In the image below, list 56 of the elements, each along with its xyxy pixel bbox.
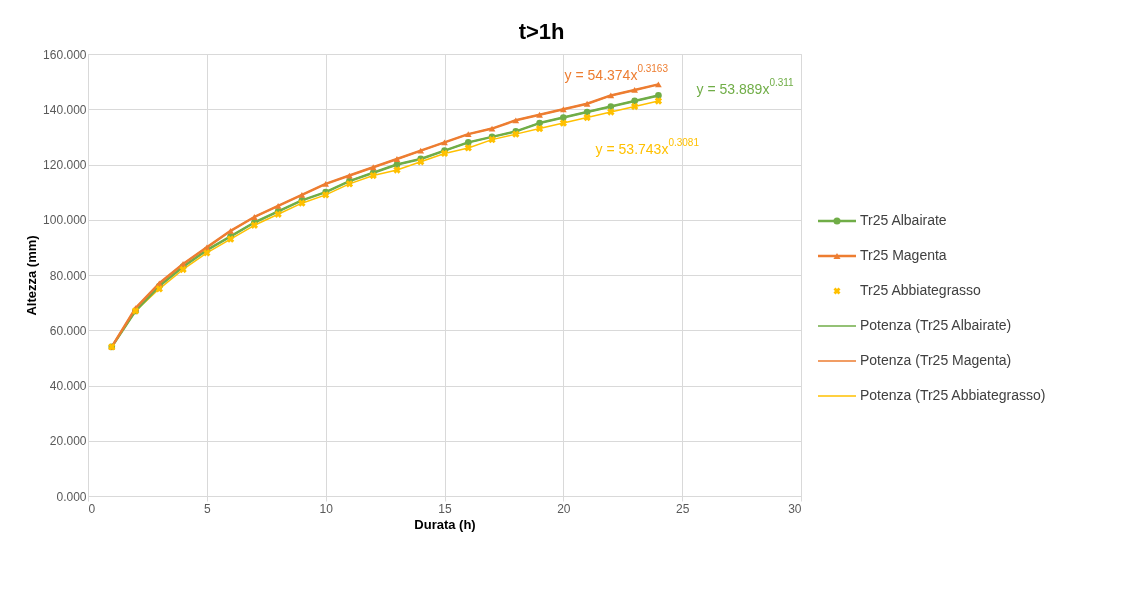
point [298, 191, 306, 198]
point [441, 139, 448, 146]
point [322, 180, 330, 187]
point [631, 87, 638, 93]
point [631, 97, 638, 105]
y-tick-label: 60.000 [49, 323, 87, 338]
point [607, 103, 615, 110]
point [393, 166, 401, 174]
point [583, 108, 591, 116]
point [417, 147, 425, 154]
point [655, 92, 662, 99]
y-tick-label: 160.000 [43, 47, 87, 62]
x-axis-title: Durata (h) [414, 516, 476, 532]
point [464, 131, 472, 138]
point [464, 144, 472, 152]
y-tick-label: 20.000 [49, 434, 87, 449]
x-tick-label: 30 [788, 501, 802, 516]
point [227, 227, 234, 234]
point [536, 111, 543, 118]
y-tick-label: 140.000 [43, 102, 87, 117]
legend-label: Tr25 Abbiategrasso [860, 282, 982, 298]
point [535, 124, 544, 133]
y-axis-title: Altezza (mm) [24, 235, 40, 316]
point [464, 139, 472, 146]
point [583, 113, 591, 122]
point [607, 108, 615, 116]
x-tick-label: 5 [203, 501, 211, 516]
point [251, 214, 258, 220]
legend-label: Potenza (Tr25 Abbiategrasso) [860, 387, 1046, 403]
x-tick-label: 0 [88, 501, 96, 516]
point [393, 156, 401, 162]
y-tick-label: 120.000 [43, 158, 87, 172]
point [559, 114, 567, 121]
legend-label: Tr25 Magenta [860, 247, 947, 263]
x-tick-label: 20 [557, 501, 571, 516]
point [369, 164, 377, 171]
y-tick-label: 40.000 [49, 379, 87, 393]
chart-title: t>1h [518, 18, 565, 44]
point [559, 106, 567, 113]
legend-label: Potenza (Tr25 Albairate) [860, 317, 1012, 333]
x-tick-label: 10 [319, 501, 334, 516]
point [654, 97, 663, 105]
y-tick-label: 100.000 [43, 213, 87, 228]
point [630, 102, 639, 111]
point [274, 203, 282, 209]
point [536, 119, 543, 127]
point [583, 100, 591, 107]
legend-label: Tr25 Albairate [860, 212, 947, 228]
x-tick-label: 25 [675, 501, 690, 516]
y-tick-label: 80.000 [49, 268, 87, 283]
point [655, 81, 662, 88]
point [559, 119, 567, 127]
y-tick-label: 0.000 [56, 489, 87, 504]
x-tick-label: 15 [438, 501, 452, 516]
point [512, 117, 520, 124]
legend-label: Potenza (Tr25 Magenta) [860, 352, 1012, 368]
